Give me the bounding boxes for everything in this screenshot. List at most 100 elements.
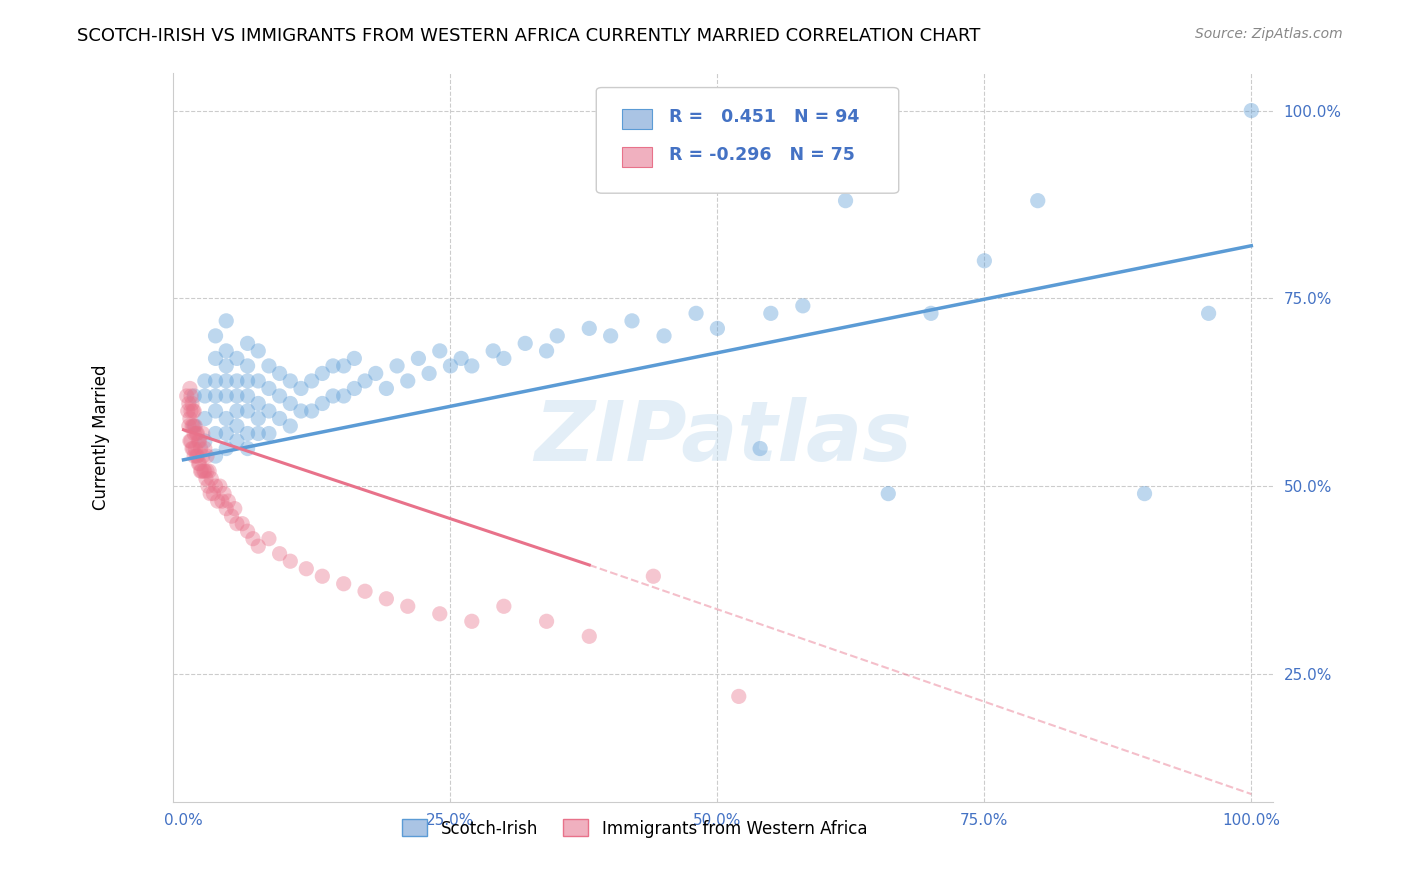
Point [429, 343, 451, 358]
Point [375, 381, 398, 395]
Point [375, 591, 398, 606]
Point [190, 442, 212, 456]
Point [269, 389, 291, 403]
Point [194, 464, 217, 478]
Point [332, 389, 354, 403]
Point [187, 457, 209, 471]
Point [343, 381, 366, 395]
Point [620, 314, 643, 328]
Point [225, 404, 247, 418]
Point [759, 306, 782, 320]
Point [212, 486, 235, 500]
Point [225, 434, 247, 448]
Point [643, 569, 665, 583]
Point [332, 576, 354, 591]
Point [188, 457, 211, 471]
Point [204, 404, 226, 418]
Point [515, 336, 537, 351]
Point [225, 374, 247, 388]
Point [727, 690, 749, 704]
Point [225, 419, 247, 434]
Point [236, 359, 259, 373]
Point [578, 321, 600, 335]
Point [322, 359, 344, 373]
Point [179, 434, 201, 448]
Point [215, 501, 238, 516]
Point [194, 389, 217, 403]
Point [215, 314, 238, 328]
Point [1240, 103, 1263, 118]
Point [247, 343, 270, 358]
Point [792, 299, 814, 313]
Point [536, 615, 558, 629]
Point [450, 351, 472, 366]
Point [204, 449, 226, 463]
Point [200, 486, 222, 500]
Point [236, 374, 259, 388]
Point [408, 351, 430, 366]
Point [183, 389, 205, 403]
Point [257, 532, 280, 546]
Text: Source: ZipAtlas.com: Source: ZipAtlas.com [1195, 27, 1343, 41]
Point [311, 367, 333, 381]
Point [188, 434, 211, 448]
Point [461, 615, 484, 629]
Point [204, 426, 226, 441]
Point [749, 442, 772, 456]
Point [429, 607, 451, 621]
Point [181, 442, 204, 456]
Point [364, 367, 387, 381]
Point [215, 374, 238, 388]
Point [179, 411, 201, 425]
Point [278, 554, 301, 568]
Point [257, 359, 280, 373]
Point [204, 351, 226, 366]
Point [211, 494, 233, 508]
Point [181, 419, 204, 434]
Point [193, 464, 215, 478]
Point [439, 359, 461, 373]
Point [685, 306, 707, 320]
Point [332, 359, 354, 373]
Point [184, 442, 207, 456]
Point [236, 524, 259, 538]
Text: ZIPatlas: ZIPatlas [534, 397, 911, 478]
Point [215, 411, 238, 425]
Point [396, 374, 419, 388]
Point [194, 434, 217, 448]
Point [204, 329, 226, 343]
Point [190, 464, 212, 478]
Point [177, 419, 200, 434]
Point [295, 562, 318, 576]
Point [186, 426, 208, 441]
Point [177, 404, 200, 418]
Point [236, 426, 259, 441]
Point [191, 426, 214, 441]
Point [322, 389, 344, 403]
Point [190, 464, 212, 478]
Point [599, 329, 621, 343]
Point [236, 336, 259, 351]
Point [578, 629, 600, 643]
Point [269, 547, 291, 561]
Point [208, 479, 231, 493]
Point [215, 442, 238, 456]
Legend: Scotch-Irish, Immigrants from Western Africa: Scotch-Irish, Immigrants from Western Af… [396, 813, 873, 844]
Point [198, 464, 221, 478]
Bar [621, 109, 652, 129]
Point [236, 442, 259, 456]
Point [183, 419, 205, 434]
Point [247, 426, 270, 441]
Point [301, 374, 323, 388]
Point [269, 367, 291, 381]
Point [1198, 306, 1220, 320]
Point [183, 426, 205, 441]
Point [278, 396, 301, 410]
Y-axis label: Currently Married: Currently Married [93, 365, 110, 510]
Point [706, 321, 728, 335]
Text: R = -0.296   N = 75: R = -0.296 N = 75 [669, 146, 855, 164]
Point [204, 479, 226, 493]
Point [652, 329, 675, 343]
Point [186, 426, 208, 441]
Point [215, 389, 238, 403]
